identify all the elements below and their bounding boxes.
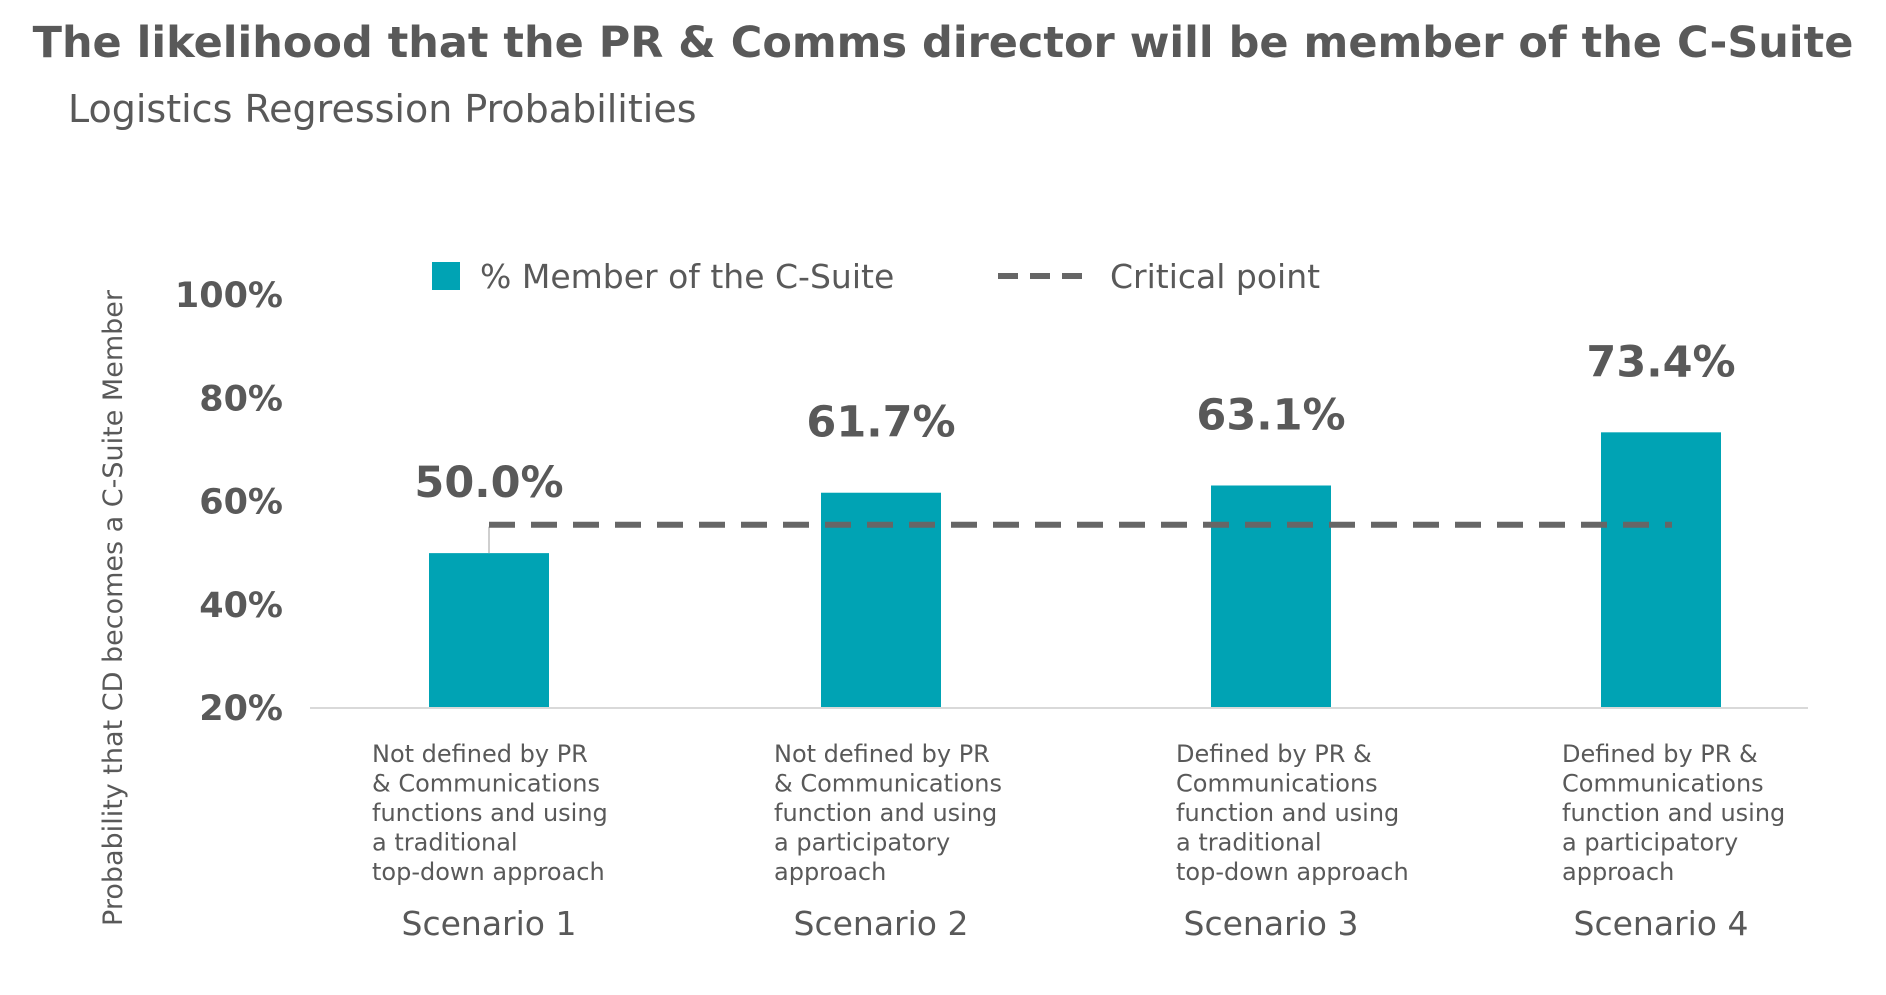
category-labels: Not defined by PR & Communications functio… — [372, 740, 1785, 943]
y-tick-label: 80% — [199, 379, 283, 419]
y-tick-label: 20% — [199, 689, 283, 729]
legend-label-bar: % Member of the C-Suite — [480, 257, 894, 296]
data-label: 63.1% — [1196, 390, 1345, 440]
bar — [429, 553, 549, 708]
category-description: Not defined by PR & Communications functio… — [372, 740, 608, 886]
chart-subtitle: Logistics Regression Probabilities — [68, 87, 697, 131]
data-label: 50.0% — [414, 458, 563, 508]
category-description: Not defined by PR & Communications functio… — [774, 740, 1002, 886]
data-label: 61.7% — [806, 398, 955, 448]
y-tick-label: 40% — [199, 586, 283, 626]
x-tick-label: Scenario 2 — [794, 904, 969, 943]
x-tick-label: Scenario 4 — [1574, 904, 1749, 943]
category-description: Defined by PR & Communications function an… — [1176, 740, 1409, 886]
data-labels: 50.0% 61.7% 63.1% 73.4% — [414, 337, 1735, 508]
chart-title: The likelihood that the PR & Comms direc… — [33, 18, 1854, 68]
legend: % Member of the C-Suite Critical point — [432, 257, 1320, 296]
y-tick-label: 100% — [175, 276, 283, 316]
data-label: 73.4% — [1586, 337, 1735, 387]
x-tick-label: Scenario 1 — [402, 904, 577, 943]
bar — [1601, 432, 1721, 708]
critical-line-group — [488, 521, 1672, 554]
legend-swatch-bar — [432, 262, 460, 290]
category-description: Defined by PR & Communications function an… — [1562, 740, 1785, 886]
x-tick-label: Scenario 3 — [1184, 904, 1359, 943]
y-axis-ticks: 100% 80% 60% 40% 20% — [175, 276, 283, 729]
bars — [429, 432, 1721, 708]
bar — [1211, 485, 1331, 708]
bar — [821, 492, 941, 708]
legend-label-critical: Critical point — [1110, 257, 1320, 296]
y-axis-label: Probability that CD becomes a C-Suite Me… — [98, 289, 129, 926]
y-tick-label: 60% — [199, 483, 283, 523]
